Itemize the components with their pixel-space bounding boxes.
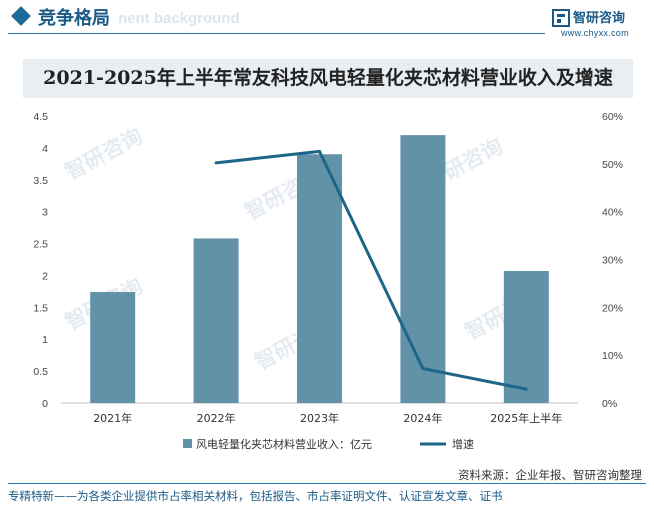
y-right-tick-label: 20% [602,302,623,314]
header-watermark: nent background [118,10,240,27]
combo-chart: 智研咨询智研咨询智研咨询智研咨询智研咨询智研咨询 00.511.522.533.… [33,111,623,451]
y-left-tick-label: 4.5 [33,111,48,123]
y-left-tick-label: 2 [42,270,48,282]
y-left-tick-label: 3 [42,207,48,219]
data-source: 资料来源：企业年报、智研咨询整理 [458,468,642,482]
bar [400,135,446,403]
legend-bar-swatch [183,439,192,448]
logo-name: 智研咨询 [573,11,626,26]
brand-logo: 智研咨询 www.chyxx.com [552,7,652,43]
logo-mark-icon [552,9,570,27]
legend-line-label: 增速 [452,437,474,451]
bar [193,238,239,403]
y-left-tick-label: 0.5 [33,366,48,378]
y-right-tick-label: 30% [602,255,623,267]
chart-legend: 风电轻量化夹芯材料营业收入：亿元 增速 [183,437,474,451]
chart-title-bar: 2021-2025年上半年常友科技风电轻量化夹芯材料营业收入及增速 [23,59,633,98]
line-point [214,161,218,165]
footer-note: 专精特新——为各类企业提供市占率相关材料，包括报告、市占率证明文件、认证宣发文章… [8,489,503,503]
diamond-icon [11,6,31,26]
line-layer [214,149,528,391]
growth-line [215,149,527,391]
y-right-tick-label: 40% [602,207,623,219]
section-title: 竞争格局 [38,8,110,29]
y-left-tick-label: 2.5 [33,239,48,251]
x-tick-label: 2022年 [197,411,236,425]
x-tick-label: 2023年 [300,411,339,425]
bar [90,292,136,403]
legend-bar-label: 风电轻量化夹芯材料营业收入：亿元 [196,437,372,451]
logo-url: www.chyxx.com [561,28,629,38]
x-tick-label: 2021年 [93,411,132,425]
y-right-tick-label: 10% [602,350,623,362]
y-left-tick-label: 3.5 [33,175,48,187]
line-point [318,149,321,153]
footer-divider [8,483,646,484]
x-tick-label: 2025年上半年 [490,411,562,425]
y-left-tick-label: 0 [42,398,48,410]
line-point [524,387,528,391]
watermark-text: 智研咨询 [61,124,146,185]
axis-layer: 0 0.5 1 1.5 2 2.5 3 3.5 4 4.5 0% 10% 20% 30% 40% 50% 60%… [33,111,623,425]
line-point [421,367,425,371]
y-right-tick-label: 50% [602,159,623,171]
page-header: 竞争格局 nent background [0,0,654,40]
bar [503,270,549,403]
x-tick-label: 2024年 [403,411,442,425]
chart-title: 2021-2025年上半年常友科技风电轻量化夹芯材料营业收入及增速 [43,67,613,89]
bar-layer [90,135,549,403]
header-divider [8,33,545,34]
bar [297,154,342,403]
y-right-tick-label: 60% [602,111,623,123]
y-left-tick-label: 1 [42,334,48,346]
y-left-tick-label: 4 [42,143,48,155]
y-right-tick-label: 0% [602,398,617,410]
y-left-tick-label: 1.5 [33,302,48,314]
